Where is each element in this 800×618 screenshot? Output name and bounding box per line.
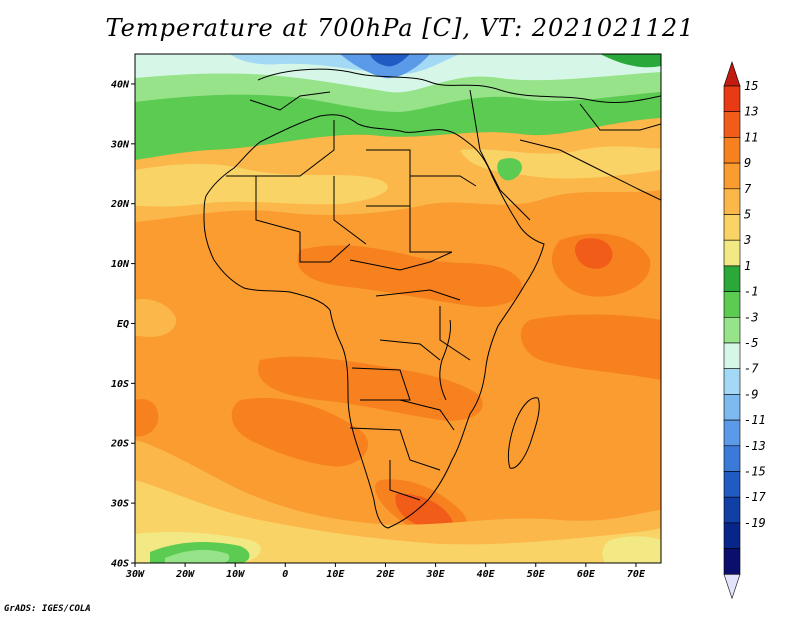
colorbar-swatch [723, 496, 741, 524]
colorbar-swatch [723, 342, 741, 370]
lon-tick-label: 10W [226, 569, 245, 580]
latitude-axis: 40N 30N 20N 10N EQ 10S 20S 30S 40S [110, 79, 135, 570]
colorbar-swatch [723, 291, 741, 318]
lon-tick-label: 40E [477, 569, 496, 580]
lon-tick-label: 70E [627, 569, 646, 580]
lat-tick-label: EQ [117, 319, 129, 330]
lon-tick-label: 0 [282, 569, 288, 580]
colorbar-swatch [723, 316, 741, 344]
colorbar-swatch [723, 265, 741, 292]
colorbar-label: -5 [744, 336, 758, 350]
lat-tick-label: 40N [111, 79, 130, 90]
colorbar-label: -7 [744, 362, 759, 376]
lat-tick-label: 40S [111, 559, 129, 570]
grads-credit: GrADS: IGES/COLA [4, 604, 91, 614]
colorbar-swatch [723, 239, 741, 267]
lat-tick-label: 20S [110, 439, 129, 450]
lon-tick-label: 20E [375, 569, 395, 580]
colorbar-label: 9 [744, 156, 751, 170]
lon-tick-label: 20W [175, 569, 195, 580]
lon-tick-label: 30E [426, 569, 446, 580]
map-frame [134, 53, 662, 564]
colorbar-swatch [723, 522, 741, 549]
colorbar-label: -9 [744, 387, 758, 401]
colorbar-swatch [723, 368, 741, 395]
lat-tick-label: 30N [110, 139, 130, 150]
colorbar-label: -11 [744, 413, 766, 427]
lat-tick-label: 10N [111, 259, 130, 270]
temperature-field [135, 54, 661, 563]
colorbar-label: 7 [744, 182, 752, 196]
colorbar-label: -3 [744, 310, 758, 324]
colorbar-label: -15 [744, 465, 766, 479]
colorbar-label: 11 [744, 130, 758, 144]
coastlines [203, 68, 661, 529]
colorbar-swatch [723, 471, 741, 498]
lat-tick-label: 20N [110, 199, 130, 210]
colorbar-swatch [723, 188, 741, 215]
colorbar-label: -13 [744, 439, 766, 453]
map-title: Temperature at 700hPa [C], VT: 202102112… [105, 14, 695, 42]
colorbar-bottom-arrow [723, 574, 741, 600]
colorbar-swatch [723, 419, 741, 447]
colorbar-label: 5 [744, 208, 751, 222]
colorbar-label: 3 [743, 233, 751, 247]
colorbar-swatch [723, 394, 741, 421]
lat-tick-label: 30S [110, 499, 129, 510]
colorbar-label: 1 [744, 259, 751, 273]
colorbar-label: -1 [744, 285, 758, 299]
lon-tick-label: 10E [326, 569, 345, 580]
lat-tick-label: 10S [111, 379, 129, 390]
lon-tick-label: 30W [125, 569, 145, 580]
colorbar-label: -17 [744, 490, 766, 504]
colorbar-swatch [723, 111, 741, 138]
colorbar-label: 13 [744, 105, 758, 119]
colorbar: 15 13 11 9 7 5 3 1 -1 -3 -5 -7 -9 -11 -13 -15 -17 -19 [723, 61, 766, 600]
colorbar-label: 15 [744, 79, 758, 93]
lon-tick-label: 50E [527, 569, 546, 580]
colorbar-swatch [723, 85, 741, 113]
colorbar-swatch [723, 162, 741, 190]
longitude-axis: 30W 20W 10W 0 10E 20E 30E 40E 50E 60E 70E [125, 563, 646, 580]
lon-tick-label: 60E [577, 569, 596, 580]
colorbar-label: -19 [744, 516, 766, 530]
colorbar-swatch [723, 137, 741, 164]
colorbar-top-arrow [723, 61, 741, 87]
colorbar-swatch [723, 445, 741, 472]
colorbar-swatch [723, 214, 741, 241]
colorbar-swatch [723, 548, 741, 575]
